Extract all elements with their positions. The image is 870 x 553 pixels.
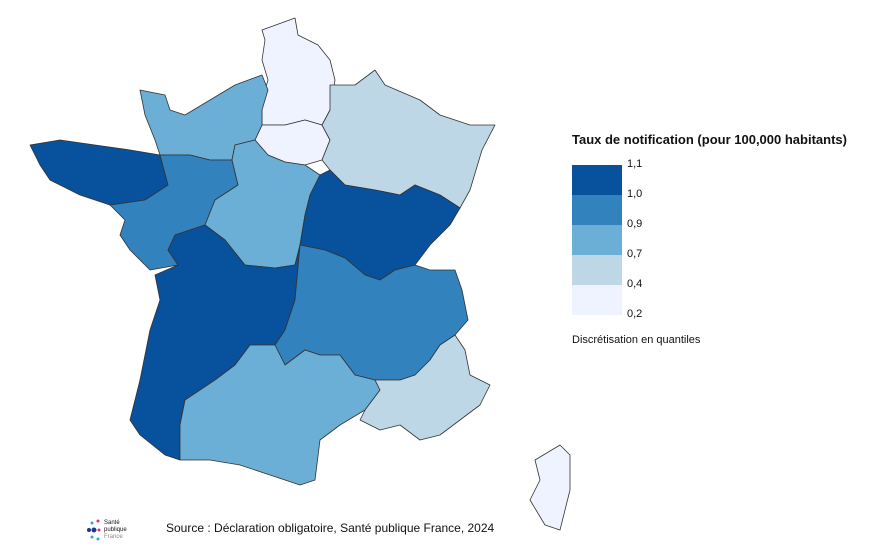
sante-publique-france-logo: Santé publique France <box>86 517 146 543</box>
legend-title: Taux de notification (pour 100,000 habit… <box>572 132 847 147</box>
legend-swatch <box>572 225 622 255</box>
legend-swatch <box>572 195 622 225</box>
region-hauts-de-france <box>261 17 336 126</box>
legend-swatch <box>572 165 622 195</box>
legend-swatch <box>572 255 622 285</box>
source-note: Source : Déclaration obligatoire, Santé … <box>166 521 495 535</box>
legend-swatch <box>572 285 622 315</box>
legend-break-label: 0,7 <box>627 248 643 260</box>
legend-break-label: 0,4 <box>627 278 643 290</box>
legend-note: Discrétisation en quantiles <box>572 334 701 346</box>
legend-break-label: 1,0 <box>627 188 643 200</box>
legend-break-label: 0,2 <box>627 308 643 320</box>
legend-break-label: 1,1 <box>627 158 643 170</box>
logo-dots-icon <box>87 519 101 541</box>
region-provence-alpes-cote-d-azur <box>359 334 491 441</box>
region-bretagne <box>29 139 169 206</box>
region-corse <box>529 444 571 531</box>
legend-break-label: 0,9 <box>627 218 643 230</box>
